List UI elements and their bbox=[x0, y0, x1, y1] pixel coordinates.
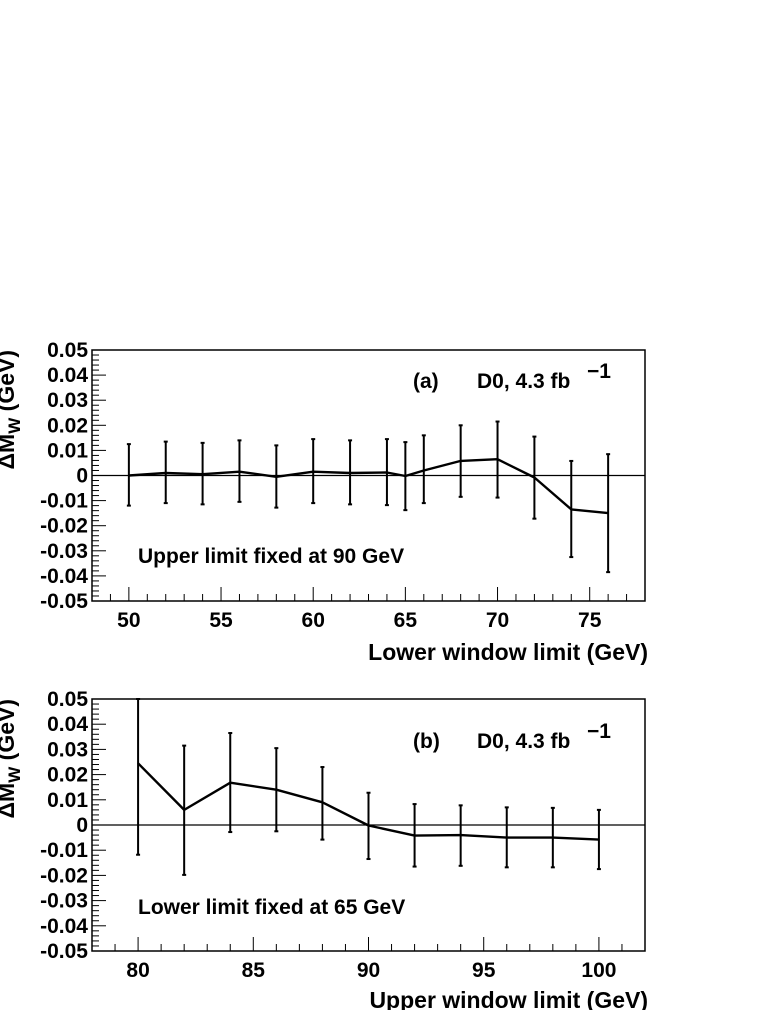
experiment-label: D0, 4.3 fb bbox=[477, 370, 570, 393]
data-point bbox=[238, 470, 241, 473]
data-point bbox=[552, 836, 554, 839]
data-point bbox=[607, 512, 609, 514]
data-point bbox=[598, 838, 600, 841]
data-point bbox=[201, 473, 204, 476]
x-tick-label: 55 bbox=[209, 609, 233, 632]
y-tick-label: 0.05 bbox=[47, 339, 88, 362]
y-tick-label: 0 bbox=[76, 814, 88, 837]
data-point bbox=[459, 460, 462, 462]
panel-label: (a) bbox=[413, 370, 439, 393]
data-point bbox=[533, 476, 536, 479]
x-tick-label: 90 bbox=[357, 959, 380, 982]
x-tick-label: 75 bbox=[578, 609, 602, 632]
y-axis-title: ΔMW (GeV) bbox=[0, 699, 24, 818]
data-point bbox=[128, 474, 130, 477]
x-tick-label: 85 bbox=[242, 959, 266, 982]
data-point bbox=[229, 781, 232, 784]
y-tick-label: 0.02 bbox=[47, 414, 88, 437]
window-annotation: Lower limit fixed at 65 GeV bbox=[138, 896, 405, 919]
data-point bbox=[164, 472, 167, 474]
y-tick-label: -0.04 bbox=[40, 915, 88, 938]
data-point bbox=[321, 801, 324, 804]
y-tick-label: -0.05 bbox=[40, 590, 88, 613]
y-tick-label: 0.04 bbox=[47, 364, 88, 387]
y-tick-label: 0.01 bbox=[47, 439, 88, 462]
panel-a: 0.050.040.030.020.010-0.01-0.02-0.03-0.0… bbox=[0, 339, 648, 665]
panel-label: (b) bbox=[413, 730, 440, 753]
y-tick-label: 0.01 bbox=[47, 789, 88, 812]
data-point bbox=[404, 475, 407, 477]
data-point bbox=[413, 834, 416, 837]
panel-b: 0.050.040.030.020.010-0.01-0.02-0.03-0.0… bbox=[0, 688, 648, 1010]
data-point bbox=[386, 471, 388, 474]
data-point bbox=[459, 834, 462, 836]
data-point bbox=[275, 788, 278, 791]
data-point bbox=[275, 475, 278, 478]
y-tick-label: 0.04 bbox=[47, 713, 88, 736]
x-tick-label: 70 bbox=[486, 609, 509, 632]
y-tick-label: 0.03 bbox=[47, 738, 88, 761]
data-point bbox=[349, 472, 351, 474]
y-tick-label: -0.05 bbox=[40, 940, 88, 963]
data-point bbox=[570, 508, 573, 511]
y-tick-label: -0.04 bbox=[40, 565, 88, 588]
data-point bbox=[183, 809, 185, 811]
experiment-label: D0, 4.3 fb bbox=[477, 730, 570, 753]
x-tick-label: 100 bbox=[581, 959, 616, 982]
experiment-luminosity-exponent: −1 bbox=[587, 360, 611, 383]
x-tick-label: 95 bbox=[472, 959, 496, 982]
x-tick-label: 50 bbox=[117, 609, 140, 632]
x-tick-label: 80 bbox=[126, 959, 149, 982]
y-tick-label: -0.03 bbox=[40, 890, 88, 913]
y-tick-label: 0.03 bbox=[47, 389, 88, 412]
y-tick-label: -0.02 bbox=[40, 515, 88, 538]
y-tick-label: 0 bbox=[76, 465, 88, 488]
y-tick-label: -0.01 bbox=[40, 839, 88, 862]
data-point bbox=[423, 469, 425, 472]
data-point bbox=[137, 762, 139, 765]
y-tick-label: -0.02 bbox=[40, 864, 88, 887]
data-point bbox=[367, 824, 370, 827]
x-tick-label: 60 bbox=[302, 609, 325, 632]
experiment-luminosity-exponent: −1 bbox=[587, 720, 611, 743]
y-axis-title: ΔMW (GeV) bbox=[0, 350, 24, 469]
data-point bbox=[312, 470, 315, 473]
x-axis-title: Lower window limit (GeV) bbox=[368, 639, 648, 665]
y-tick-label: -0.01 bbox=[40, 490, 88, 513]
x-tick-label: 65 bbox=[394, 609, 418, 632]
data-point bbox=[505, 836, 508, 839]
window-annotation: Upper limit fixed at 90 GeV bbox=[138, 545, 404, 568]
y-tick-label: 0.05 bbox=[47, 688, 88, 711]
y-tick-label: -0.03 bbox=[40, 540, 88, 563]
data-point bbox=[496, 458, 499, 460]
x-axis-title: Upper window limit (GeV) bbox=[369, 987, 648, 1010]
y-tick-label: 0.02 bbox=[47, 764, 88, 787]
